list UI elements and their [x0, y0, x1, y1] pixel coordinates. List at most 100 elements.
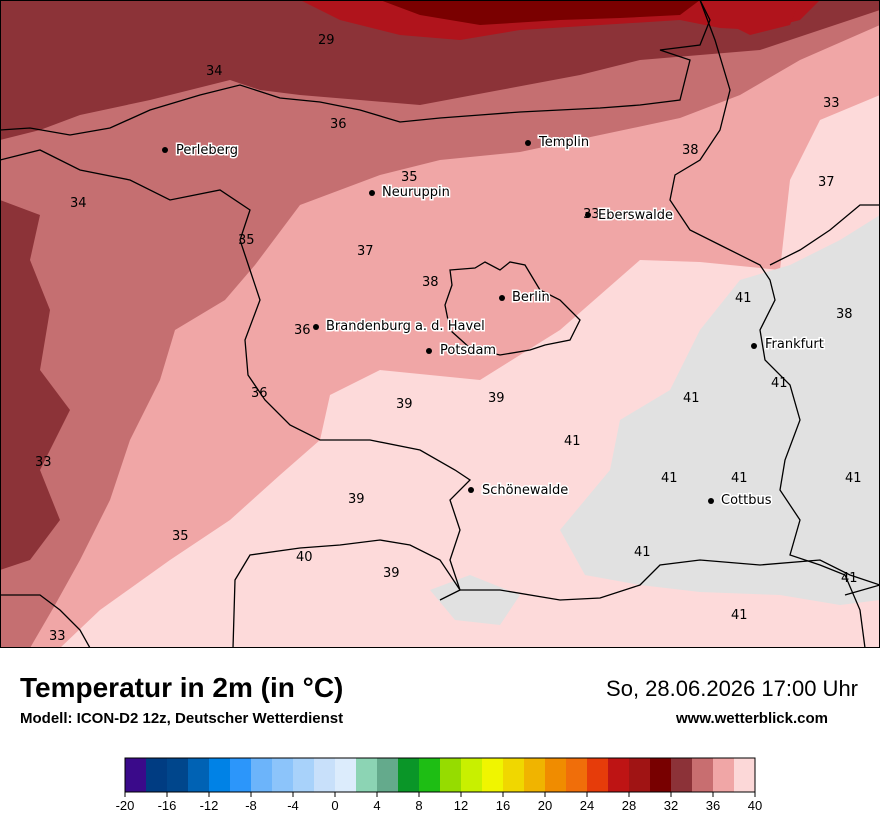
temp-label: 40: [296, 550, 313, 565]
border-west: [0, 149, 472, 601]
website-link[interactable]: www.wetterblick.com: [676, 710, 828, 727]
colorbar-tick-label: -8: [245, 798, 257, 813]
colorbar-tick-label: 32: [664, 798, 678, 813]
colorbar-swatch: [398, 758, 420, 792]
temp-zone-33-west: [0, 200, 70, 570]
temp-label: 33: [35, 455, 52, 470]
temp-label: 38: [836, 307, 853, 322]
city-dot-neuruppin: [369, 190, 375, 196]
colorbar-swatch: [482, 758, 504, 792]
city-label-schoenewalde: Schönewalde: [482, 483, 568, 498]
temp-label: 36: [330, 117, 347, 132]
colorbar-frame: [124, 757, 756, 793]
city-dot-cottbus: [708, 498, 714, 504]
temp-label: 36: [294, 323, 311, 338]
temp-label: 39: [383, 566, 400, 581]
city-label-eberswalde: Eberswalde: [598, 208, 673, 223]
model-info: Modell: ICON-D2 12z, Deutscher Wetterdie…: [20, 710, 344, 727]
colorbar-swatch: [293, 758, 315, 792]
city-dot-eberswalde: [585, 212, 591, 218]
temp-label: 37: [818, 175, 835, 190]
colorbar-tick-label: 0: [331, 798, 338, 813]
colorbar-swatch: [524, 758, 546, 792]
city-dot-frankfurt: [751, 343, 757, 349]
border-berlin: [444, 261, 581, 356]
city-markers: Perleberg Templin Neuruppin Eberswalde B…: [162, 134, 825, 510]
temp-label: 35: [401, 170, 418, 185]
temp-label: 35: [238, 233, 255, 248]
city-label-templin: Templin: [538, 135, 589, 150]
colorbar-swatch: [671, 758, 693, 792]
temp-label: 38: [682, 143, 699, 158]
temp-label: 33: [823, 96, 840, 111]
colorbar-swatch: [713, 758, 735, 792]
colorbar-swatch: [251, 758, 273, 792]
temp-zone-41-south: [430, 575, 520, 625]
colorbar-swatch: [461, 758, 483, 792]
colorbar-tick-label: 40: [748, 798, 762, 813]
colorbar-tick-label: 8: [415, 798, 422, 813]
city-dot-perleberg: [162, 147, 168, 153]
colorbar-swatch: [545, 758, 567, 792]
border-east-german-polish: [669, 0, 866, 648]
temp-label: 39: [396, 397, 413, 412]
colorbar-tick-label: 12: [454, 798, 468, 813]
colorbar-swatch: [692, 758, 714, 792]
temp-label: 38: [422, 275, 439, 290]
border-east-poland: [769, 204, 880, 266]
temp-zone-29: [380, 0, 700, 25]
colorbar-swatch: [314, 758, 336, 792]
city-dot-potsdam: [426, 348, 432, 354]
city-label-cottbus: Cottbus: [721, 493, 772, 508]
temperature-map: 29 34 36 33 38 35 37 34 33 35 37 38 41 3…: [0, 0, 880, 648]
temp-label: 35: [172, 529, 189, 544]
colorbar-tick-label: 36: [706, 798, 720, 813]
city-label-berlin: Berlin: [512, 290, 550, 305]
colorbar-tick-label: 20: [538, 798, 552, 813]
temp-label: 34: [70, 196, 87, 211]
colorbar-swatch: [167, 758, 189, 792]
colorbar-tick-label: 16: [496, 798, 510, 813]
colorbar-swatch: [209, 758, 231, 792]
border-west-small: [0, 594, 91, 648]
colorbar-tick-label: 24: [580, 798, 594, 813]
city-label-frankfurt: Frankfurt: [765, 337, 824, 352]
footer: Temperatur in 2m (in °C) Modell: ICON-D2…: [0, 648, 880, 830]
temp-label: 39: [488, 391, 505, 406]
colorbar-tick-label: -4: [287, 798, 299, 813]
colorbar-swatch: [440, 758, 462, 792]
temp-label: 41: [661, 471, 678, 486]
temp-label: 33: [583, 207, 600, 222]
temp-label: 41: [634, 545, 651, 560]
region-borders: [0, 0, 880, 648]
temp-zone-31-ne: [700, 0, 800, 35]
colorbar-swatch: [335, 758, 357, 792]
colorbar-swatch: [608, 758, 630, 792]
city-label-potsdam: Potsdam: [440, 343, 496, 358]
temp-label: 41: [731, 471, 748, 486]
city-dot-schoenewalde: [468, 487, 474, 493]
colorbar-tick-label: 4: [373, 798, 380, 813]
colorbar-tick-label: -20: [116, 798, 135, 813]
temp-label: 41: [564, 434, 581, 449]
colorbar-swatch: [146, 758, 168, 792]
colorbar-swatch: [377, 758, 399, 792]
colorbar-swatch: [587, 758, 609, 792]
colorbar-swatch: [650, 758, 672, 792]
map-title: Temperatur in 2m (in °C): [20, 672, 344, 703]
colorbar-swatch: [356, 758, 378, 792]
city-dot-templin: [525, 140, 531, 146]
temp-label: 41: [845, 471, 862, 486]
city-label-brandenburg: Brandenburg a. d. Havel: [326, 319, 485, 334]
colorbar-swatch: [419, 758, 441, 792]
temp-label: 41: [771, 376, 788, 391]
temp-label: 36: [251, 386, 268, 401]
colorbar-tick-label: -16: [158, 798, 177, 813]
temp-label: 41: [735, 291, 752, 306]
temp-label: 39: [348, 492, 365, 507]
temp-zone-41: [560, 215, 880, 605]
temp-label: 37: [357, 244, 374, 259]
colorbar-swatch: [188, 758, 210, 792]
temp-label: 29: [318, 33, 335, 48]
city-label-perleberg: Perleberg: [176, 143, 238, 158]
